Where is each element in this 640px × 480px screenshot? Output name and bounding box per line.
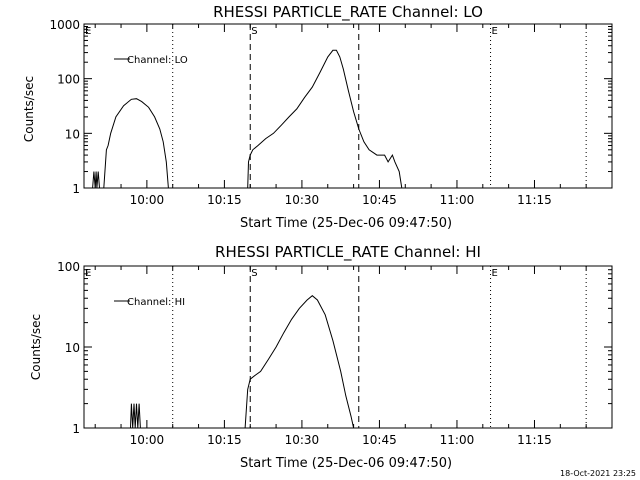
y-tick-label: 100 — [57, 260, 80, 274]
y-tick-label: 1000 — [49, 18, 80, 32]
corner-marker-label: E — [85, 268, 91, 279]
panel-hi: RHESSI PARTICLE_RATE Channel: HI Counts/… — [29, 243, 613, 471]
x-tick-label: 10:45 — [362, 433, 397, 447]
series-line — [130, 403, 141, 429]
x-tick-label: 11:00 — [440, 193, 475, 207]
chart-title: RHESSI PARTICLE_RATE Channel: LO — [213, 3, 483, 22]
y-axis-label: Counts/sec — [29, 314, 43, 380]
legend-label: Channel: LO — [127, 55, 188, 66]
x-axis-label: Start Time (25-Dec-06 09:47:50) — [240, 216, 452, 231]
marker-label: E — [492, 26, 498, 37]
legend-label: Channel: HI — [127, 297, 185, 308]
y-axis-label: Counts/sec — [22, 76, 36, 142]
y-tick-label: 100 — [57, 73, 80, 87]
panel-lo: RHESSI PARTICLE_RATE Channel: LO Counts/… — [22, 3, 613, 231]
marker-label: S — [251, 26, 257, 37]
x-tick-label: 11:15 — [517, 433, 552, 447]
y-tick-label: 10 — [65, 341, 80, 355]
x-tick-label: 10:30 — [285, 433, 320, 447]
x-tick-label: 10:15 — [207, 433, 242, 447]
x-tick-label: 10:00 — [130, 193, 165, 207]
x-tick-label: 10:15 — [207, 193, 242, 207]
x-axis-label: Start Time (25-Dec-06 09:47:50) — [240, 456, 452, 471]
x-tick-label: 11:15 — [517, 193, 552, 207]
x-tick-label: 10:30 — [285, 193, 320, 207]
y-tick-label: 1 — [72, 182, 80, 196]
generation-timestamp: 18-Oct-2021 23:25 — [560, 469, 636, 478]
series-line — [244, 295, 355, 429]
plot-frame — [83, 23, 613, 189]
chart-title: RHESSI PARTICLE_RATE Channel: HI — [215, 243, 481, 262]
corner-marker-label: E — [85, 26, 91, 37]
series-line — [247, 49, 403, 189]
series-line — [92, 98, 169, 189]
x-tick-label: 11:00 — [440, 433, 475, 447]
x-tick-label: 10:00 — [130, 433, 165, 447]
y-tick-label: 1 — [72, 422, 80, 436]
marker-label: S — [251, 268, 257, 279]
marker-label: E — [492, 268, 498, 279]
x-tick-label: 10:45 — [362, 193, 397, 207]
y-tick-label: 10 — [65, 127, 80, 141]
